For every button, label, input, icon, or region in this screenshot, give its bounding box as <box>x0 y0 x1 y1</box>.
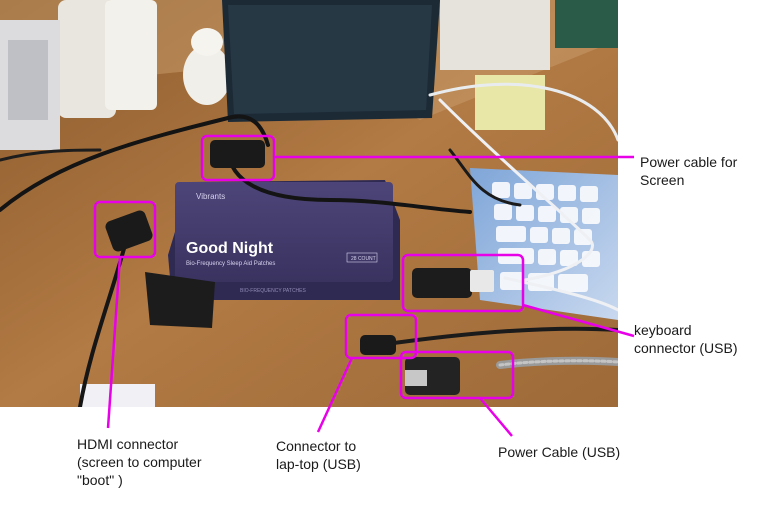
highlight-power-usb <box>399 350 515 400</box>
felt-pad <box>145 272 215 328</box>
box-subtitle-text: Bio-Frequency Sleep Aid Patches <box>186 261 275 267</box>
bottle <box>105 0 157 110</box>
leader-hdmi <box>106 256 122 429</box>
laptop-usb-connector <box>360 335 396 355</box>
label-keyboard: keyboard connector (USB) <box>634 322 738 356</box>
figurine <box>183 45 231 105</box>
highlight-laptop <box>344 313 418 360</box>
label-power-usb: Power Cable (USB) <box>498 444 621 460</box>
leader-keyboard <box>522 303 635 338</box>
highlight-keyboard <box>401 253 525 313</box>
bottle <box>58 0 116 118</box>
highlight-hdmi <box>93 200 157 259</box>
paper <box>80 384 155 407</box>
box-count-text: 28 COUNT <box>351 256 376 262</box>
label-hdmi: HDMI connector (screen to computer "boot… <box>77 436 202 488</box>
box-brand-text: Vibrants <box>196 192 225 201</box>
keyboard-usb-connector <box>412 268 472 298</box>
product-box <box>175 182 393 282</box>
photo: Vibrants Good Night Bio-Frequency Sleep … <box>0 0 618 407</box>
leader-power-usb <box>479 397 513 437</box>
hdmi-connector <box>105 210 153 252</box>
label-power-screen: Power cable for Screen <box>640 154 738 188</box>
box-title-text: Good Night <box>186 240 274 257</box>
leader-laptop <box>316 357 354 433</box>
annotation-overlay <box>93 134 635 437</box>
box-side-text: BIO-FREQUENCY PATCHES <box>240 288 307 294</box>
label-laptop: Connector to lap-top (USB) <box>276 438 361 472</box>
power-connector <box>210 140 265 168</box>
